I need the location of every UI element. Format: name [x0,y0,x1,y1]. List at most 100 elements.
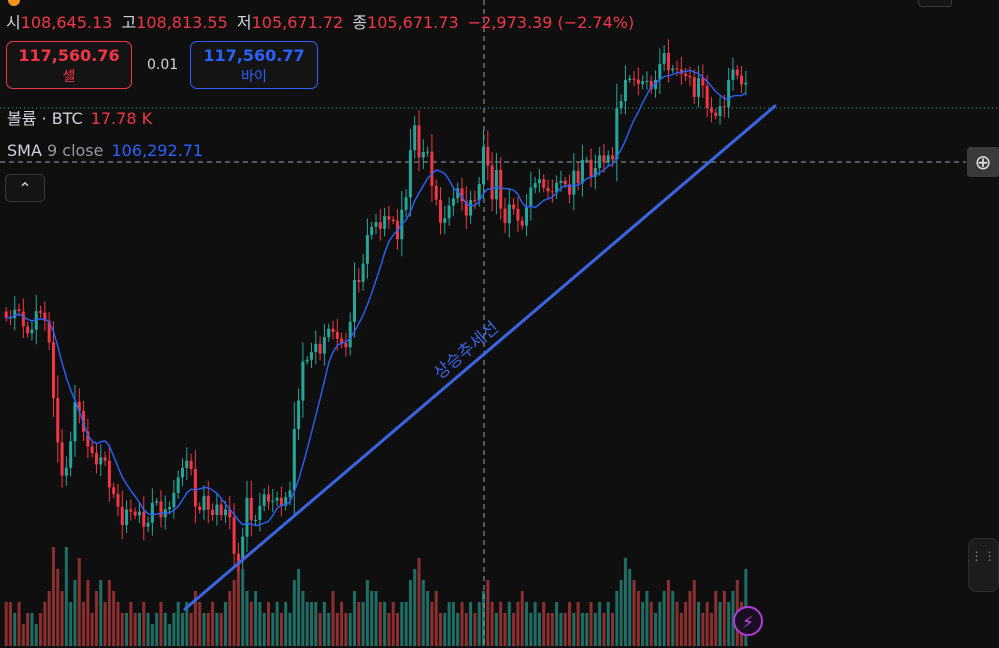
volume-bar [43,602,47,646]
buy-button[interactable]: 117,560.77 바이 [190,41,318,89]
volume-bar [692,580,696,646]
candle-body [623,79,627,102]
volume-bar [490,602,494,646]
volume-bar [426,591,430,646]
candle-body [662,53,666,64]
volume-bar [133,613,137,646]
volume-bar [8,602,12,646]
volume-bar [598,602,602,646]
volume-bar [705,602,709,646]
volume-bar [417,558,421,646]
sma-line [6,69,747,527]
volume-bar [361,602,365,646]
candle-body [292,428,296,491]
candle-body [112,487,116,495]
volume-bar [150,624,154,646]
candle-body [301,361,305,401]
volume-bar [245,591,249,646]
candle-body [666,53,670,71]
volume-bar [684,602,688,646]
volume-bar [378,602,382,646]
add-plus-icon[interactable]: ⊕ [967,147,999,177]
volume-bar [525,602,529,646]
volume-bar [258,602,262,646]
volume-bar [137,613,141,646]
window-control-button[interactable] [918,0,952,7]
candle-body [709,107,713,113]
candle-body [434,185,438,200]
candle-body [318,343,322,354]
candle-body [374,222,378,227]
volume-bar [469,602,473,646]
candle-body [284,497,288,506]
low-value: 105,671.72 [251,13,344,32]
volume-bar [731,591,735,646]
volume-bar [176,602,180,646]
volume-legend[interactable]: 볼륨 · BTC 17.78 K [7,105,152,129]
candle-body [133,511,137,516]
volume-bar [73,580,77,646]
sell-button[interactable]: 117,560.76 셀 [6,41,132,89]
candle-body [150,502,154,523]
candle-body [705,85,709,108]
candle-body [426,151,430,153]
sma-legend[interactable]: SMA 9 close 106,292.71 [7,141,203,160]
candle-body [245,497,249,537]
volume-bar [322,602,326,646]
candle-body [137,511,141,516]
volume-bar [456,613,460,646]
candle-body [636,79,640,84]
candle-body [206,495,210,510]
volume-bar [370,591,374,646]
candle-body [619,101,623,109]
candle-body [675,68,679,70]
lightning-icon[interactable]: ⚡ [733,606,763,636]
candle-body [142,511,146,527]
candle-body [21,311,25,327]
volume-bar [494,613,498,646]
candle-body [383,216,387,229]
volume-bar [662,591,666,646]
candle-body [189,460,193,469]
candle-body [262,494,266,506]
candle-body [701,77,705,86]
candle-body [30,329,34,334]
volume-bar [51,547,55,646]
volume-bar [542,602,546,646]
volume-bar [645,591,649,646]
candle-body [688,76,692,78]
candle-body [185,460,189,469]
candle-body [507,204,511,224]
candle-body [232,517,236,554]
volume-bar [327,613,331,646]
candle-body [477,184,481,201]
volume-bar [146,613,150,646]
candle-body [404,197,408,210]
candle-body [335,332,339,339]
candle-body [482,146,486,185]
volume-bar [275,602,279,646]
candle-body [47,320,51,343]
volume-bar [39,613,43,646]
volume-bar [619,580,623,646]
candle-body [314,343,318,353]
spread-value: 0.01 [147,57,179,73]
volume-bar [193,591,197,646]
drag-handle-icon[interactable]: ⋮⋮ [968,538,999,592]
volume-bar [120,613,124,646]
candle-body [632,78,636,80]
candle-body [223,509,227,516]
collapse-legend-button[interactable]: ⌃ [5,174,45,202]
uptrend-line[interactable] [183,104,777,611]
volume-bar [279,613,283,646]
volume-bar [636,591,640,646]
candle-body [447,205,451,219]
candle-body [740,75,744,85]
candle-body [658,63,662,80]
volume-bar [198,602,202,646]
candle-body [585,159,589,161]
volume-bar [232,580,236,646]
candle-body [60,442,64,476]
volume-bar [77,558,81,646]
